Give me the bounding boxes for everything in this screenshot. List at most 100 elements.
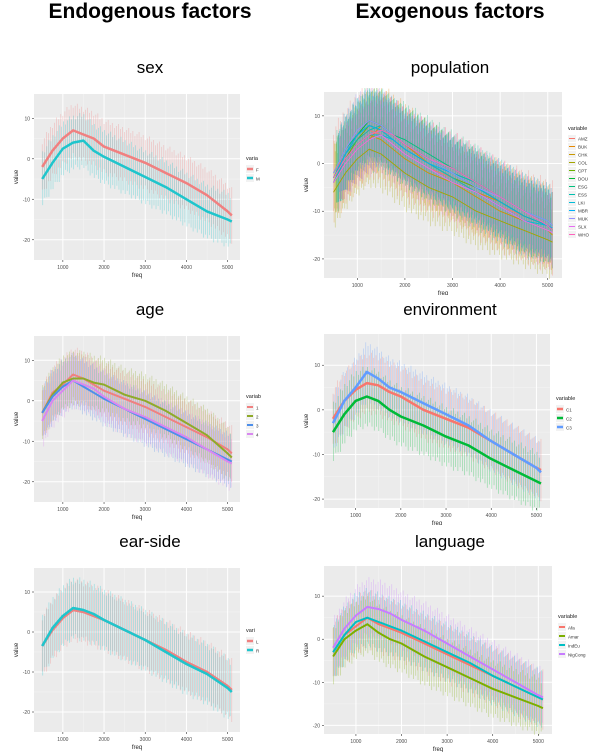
series-line-R <box>41 606 233 693</box>
x-tick-label: 3000 <box>140 507 151 513</box>
x-axis-title: freq <box>432 521 442 525</box>
legend-label: CHK <box>578 153 588 158</box>
x-tick-label: 1000 <box>57 265 68 271</box>
legend-label: C1 <box>566 408 572 413</box>
legend-label: 2 <box>256 415 259 420</box>
x-tick-label: 3000 <box>447 283 458 289</box>
x-tick-label: 5000 <box>222 265 233 271</box>
legend-label: COL <box>578 161 588 166</box>
legend-label: C3 <box>566 426 572 431</box>
y-tick-label: 10 <box>24 358 30 364</box>
legend-label: LKI <box>578 201 585 206</box>
legend-label: NigCong <box>568 653 586 658</box>
y-tick-label: 10 <box>24 116 30 122</box>
environment-title: environment <box>403 300 497 319</box>
x-tick-label: 2000 <box>98 737 109 743</box>
y-tick-label: 0 <box>317 162 320 168</box>
legend-label: ESS <box>578 193 587 198</box>
x-tick-label: 4000 <box>181 265 192 271</box>
legend-title: variable <box>558 614 577 620</box>
x-tick-label: 4000 <box>181 737 192 743</box>
age-chart: 1000 2000 3000 4000 5000 10 0 -10 -20 freq value va… <box>14 336 261 521</box>
plot-background <box>324 92 562 278</box>
y-axis-title: value <box>14 169 20 184</box>
legend: variable C1 C2 C3 <box>556 396 575 431</box>
x-tick-label: 4000 <box>495 283 506 289</box>
ear-side-chart: 1000 2000 3000 4000 5000 10 0 -10 -20 freq value va… <box>14 568 260 751</box>
y-tick-label: -10 <box>313 680 320 686</box>
sex-chart: 1000 2000 3000 4000 5000 10 0 -10 -20 freq value va… <box>14 94 260 279</box>
legend-label: SLX <box>578 225 587 230</box>
x-axis-title: freq <box>132 273 142 279</box>
y-tick-label: -10 <box>23 197 30 203</box>
x-tick-label: 4000 <box>487 739 498 745</box>
age-title: age <box>135 300 165 319</box>
series-line-4 <box>41 379 233 465</box>
y-tick-label: 0 <box>317 408 320 414</box>
x-tick-label: 3000 <box>442 739 453 745</box>
sex-title: sex <box>136 58 164 77</box>
legend-title: variable <box>556 396 575 402</box>
x-tick-label: 2000 <box>98 265 109 271</box>
x-tick-label: 2000 <box>395 513 406 519</box>
legend-label: L <box>256 640 259 645</box>
series-line-2 <box>41 377 233 459</box>
y-tick-label: -10 <box>23 439 30 445</box>
series-line-M <box>41 139 233 223</box>
y-tick-label: -10 <box>313 209 320 215</box>
legend: vari LR <box>246 628 260 654</box>
legend-title: vari <box>246 628 255 634</box>
x-tick-label: 3000 <box>140 737 151 743</box>
series-line-C3 <box>331 370 542 474</box>
legend-label: M <box>256 177 260 182</box>
legend-label: Amar <box>568 635 579 640</box>
series-line-F <box>41 129 233 217</box>
plot-background <box>34 568 240 732</box>
y-axis-title: value <box>14 411 20 426</box>
plot-background <box>34 94 240 260</box>
legend-label: DOU <box>578 177 588 182</box>
legend-label: ESG <box>578 185 588 190</box>
y-tick-label: 10 <box>314 363 320 369</box>
x-tick-label: 4000 <box>486 513 497 519</box>
y-axis-title: value <box>14 642 20 657</box>
legend: varia FM <box>246 156 260 182</box>
legend-label: 4 <box>256 433 259 438</box>
y-tick-label: -20 <box>23 710 30 716</box>
y-tick-label: -20 <box>313 257 320 263</box>
legend-label: 1 <box>256 406 259 411</box>
series-line-NigCong <box>332 605 544 699</box>
y-tick-label: -20 <box>23 238 30 244</box>
legend-label: C2 <box>566 417 572 422</box>
x-tick-label: 4000 <box>181 507 192 513</box>
y-tick-label: 10 <box>314 594 320 600</box>
language-title: language <box>415 532 485 551</box>
series-line-WHO <box>333 129 553 231</box>
endogenous-header: Endogenous factors <box>48 0 252 23</box>
legend-title: variab <box>246 394 261 400</box>
y-axis-title: value <box>304 177 310 192</box>
series-line-C2 <box>331 395 542 485</box>
legend-label: AMZ <box>578 137 588 142</box>
y-tick-label: 0 <box>27 630 30 636</box>
x-tick-label: 2000 <box>399 283 410 289</box>
legend-label: F <box>256 168 259 173</box>
legend-label: BUK <box>578 145 587 150</box>
plot-background <box>34 336 240 502</box>
x-axis-title: freq <box>132 745 142 751</box>
legend: variable Afa Amar IndEu NigCong <box>558 614 586 658</box>
series-line-COL <box>333 148 553 243</box>
x-tick-label: 3000 <box>440 513 451 519</box>
y-tick-label: 0 <box>27 399 30 405</box>
y-tick-label: 10 <box>24 590 30 596</box>
legend-label: MUK <box>578 217 588 222</box>
x-tick-label: 1000 <box>57 737 68 743</box>
y-axis-title: value <box>304 413 310 428</box>
exogenous-header: Exogenous factors <box>355 0 545 23</box>
plot-background <box>324 334 550 508</box>
legend-title: variable <box>568 126 587 132</box>
x-tick-label: 2000 <box>98 507 109 513</box>
x-tick-label: 2000 <box>396 739 407 745</box>
x-tick-label: 5000 <box>531 513 542 519</box>
y-tick-label: 0 <box>317 637 320 643</box>
